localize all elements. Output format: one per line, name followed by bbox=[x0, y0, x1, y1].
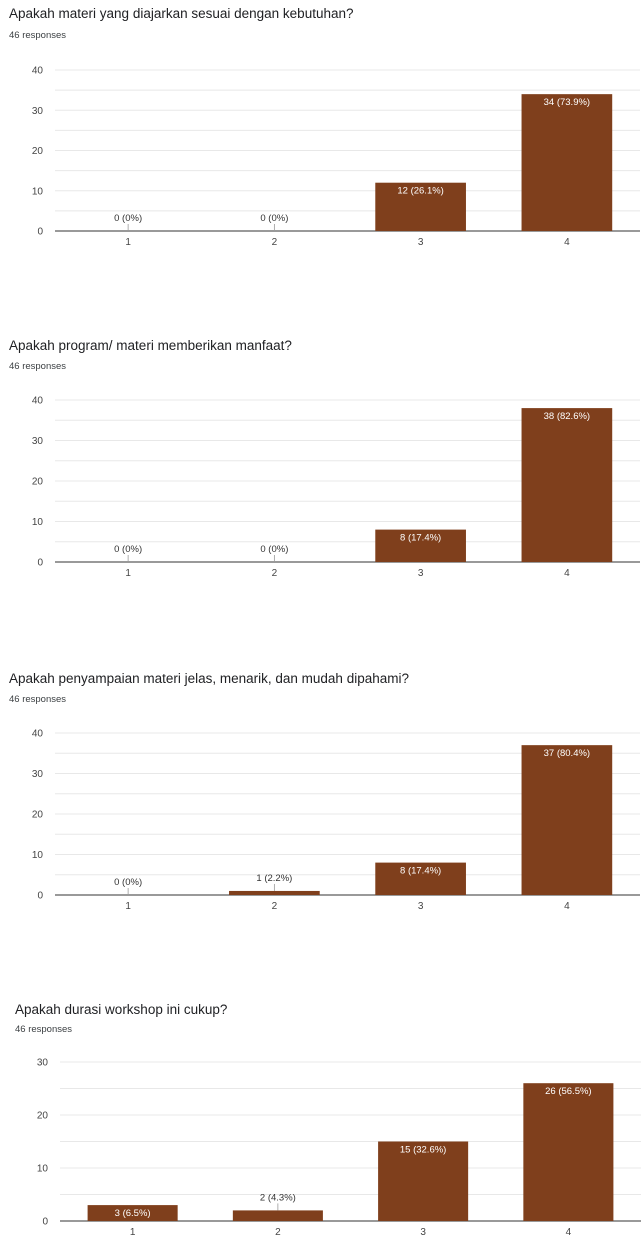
chart-title: Apakah durasi workshop ini cukup? bbox=[15, 1002, 228, 1017]
bar bbox=[232, 1210, 323, 1221]
x-tick-label: 3 bbox=[418, 237, 424, 248]
y-tick-label: 20 bbox=[37, 1111, 49, 1122]
y-tick-label: 30 bbox=[32, 436, 44, 447]
data-label: 3 (6.5%) bbox=[115, 1208, 151, 1219]
data-label: 26 (56.5%) bbox=[545, 1086, 591, 1097]
bar bbox=[523, 1083, 614, 1221]
data-label: 1 (2.2%) bbox=[256, 873, 292, 884]
y-tick-label: 20 bbox=[32, 810, 44, 821]
y-tick-label: 0 bbox=[37, 227, 43, 238]
x-tick-label: 1 bbox=[125, 901, 131, 912]
y-tick-label: 10 bbox=[32, 850, 44, 861]
data-label: 37 (80.4%) bbox=[544, 748, 590, 759]
bar bbox=[378, 1141, 469, 1221]
bar-chart: 0 10 20 30 40 0 (0%) 1 0 (0%) 2 12 (26.1%) 3 34 (73… bbox=[32, 66, 640, 248]
bar bbox=[229, 890, 320, 895]
x-tick-label: 3 bbox=[420, 1227, 426, 1236]
y-tick-label: 10 bbox=[37, 1164, 49, 1175]
y-tick-label: 10 bbox=[32, 186, 44, 197]
y-tick-label: 20 bbox=[32, 477, 44, 488]
y-tick-label: 0 bbox=[42, 1217, 48, 1228]
data-label: 0 (0%) bbox=[260, 213, 288, 224]
data-label: 0 (0%) bbox=[114, 544, 142, 555]
chart-subtitle: 46 responses bbox=[9, 30, 67, 41]
chart-subtitle: 46 responses bbox=[9, 361, 67, 372]
chart-title: Apakah program/ materi memberikan manfaa… bbox=[9, 338, 292, 353]
chart-subtitle: 46 responses bbox=[9, 694, 67, 705]
x-tick-label: 3 bbox=[418, 901, 424, 912]
data-label: 15 (32.6%) bbox=[400, 1145, 446, 1156]
chart-title: Apakah penyampaian materi jelas, menarik… bbox=[9, 671, 409, 686]
data-label: 8 (17.4%) bbox=[400, 866, 441, 877]
bar bbox=[87, 1205, 178, 1221]
bar bbox=[375, 862, 466, 895]
data-label: 34 (73.9%) bbox=[544, 97, 590, 108]
y-tick-label: 40 bbox=[32, 66, 44, 77]
data-label: 0 (0%) bbox=[114, 877, 142, 888]
data-label: 0 (0%) bbox=[260, 544, 288, 555]
x-tick-label: 4 bbox=[566, 1227, 572, 1236]
x-tick-label: 4 bbox=[564, 568, 570, 579]
bar bbox=[521, 94, 613, 232]
y-tick-label: 30 bbox=[37, 1058, 49, 1069]
chart-title: Apakah materi yang diajarkan sesuai deng… bbox=[9, 6, 354, 21]
bar bbox=[375, 529, 466, 562]
y-tick-label: 0 bbox=[37, 558, 43, 569]
data-label: 12 (26.1%) bbox=[397, 186, 443, 197]
x-tick-label: 2 bbox=[272, 901, 278, 912]
x-tick-label: 2 bbox=[275, 1227, 281, 1236]
data-label: 2 (4.3%) bbox=[260, 1192, 296, 1203]
x-tick-label: 2 bbox=[272, 568, 278, 579]
y-tick-label: 30 bbox=[32, 769, 44, 780]
data-label: 8 (17.4%) bbox=[400, 533, 441, 544]
x-tick-label: 4 bbox=[564, 237, 570, 248]
x-tick-label: 3 bbox=[418, 568, 424, 579]
y-tick-label: 20 bbox=[32, 146, 44, 157]
x-tick-label: 1 bbox=[125, 237, 131, 248]
bar bbox=[521, 408, 613, 562]
x-tick-label: 1 bbox=[130, 1227, 136, 1236]
data-label: 38 (82.6%) bbox=[544, 411, 590, 422]
chart-subtitle: 46 responses bbox=[15, 1024, 73, 1035]
x-tick-label: 1 bbox=[125, 568, 131, 579]
bar-chart: 0 10 20 30 40 0 (0%) 1 1 (2.2%) 2 8 (17.4%) 3 37 (8… bbox=[32, 729, 640, 912]
bar-chart: 0 10 20 30 40 0 (0%) 1 0 (0%) 2 8 (17.4%) 3 38 (82.… bbox=[32, 396, 640, 579]
bar bbox=[375, 182, 466, 231]
y-tick-label: 10 bbox=[32, 517, 44, 528]
y-tick-label: 40 bbox=[32, 396, 44, 407]
data-label: 0 (0%) bbox=[114, 213, 142, 224]
x-tick-label: 4 bbox=[564, 901, 570, 912]
x-tick-label: 2 bbox=[272, 237, 278, 248]
y-tick-label: 40 bbox=[32, 729, 44, 740]
y-tick-label: 0 bbox=[37, 891, 43, 902]
bar bbox=[521, 745, 613, 895]
y-tick-label: 30 bbox=[32, 106, 44, 117]
